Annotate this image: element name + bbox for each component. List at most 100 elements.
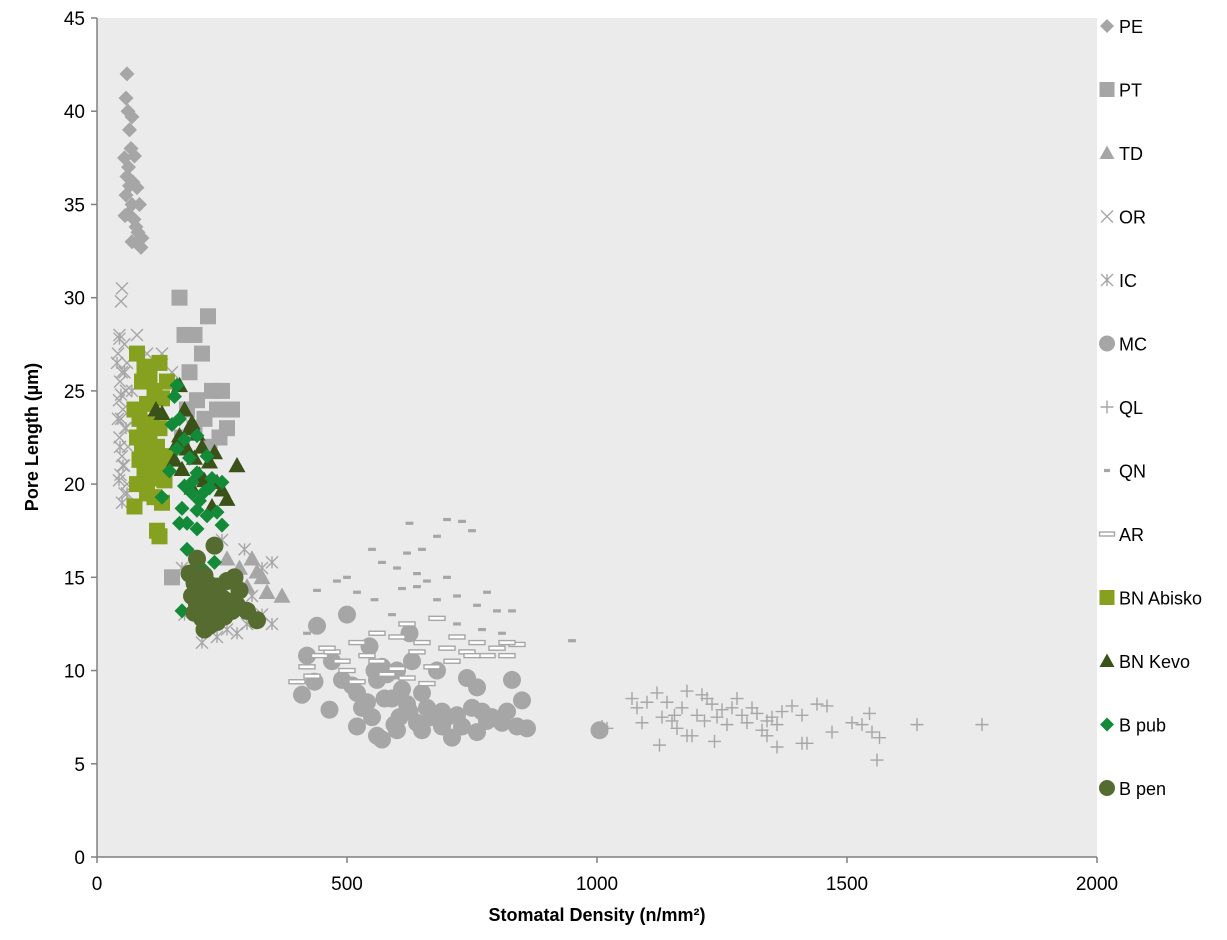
- point-ic: [113, 332, 126, 346]
- point-b-pub: [164, 416, 180, 432]
- point-qn: [568, 639, 576, 643]
- point-ql: [625, 692, 639, 706]
- point-ic: [112, 473, 126, 487]
- point-ql: [708, 734, 721, 748]
- point-ar: [478, 652, 496, 659]
- y-tick-label: 5: [74, 755, 85, 776]
- point-ql: [725, 701, 739, 715]
- point-ar: [498, 639, 516, 646]
- point-qn: [478, 627, 486, 632]
- point-ic: [111, 412, 125, 426]
- point-pe: [118, 187, 134, 203]
- point-b-pen: [228, 596, 246, 615]
- legend-marker-b-pen: [1099, 780, 1115, 796]
- point-mc: [358, 693, 376, 712]
- point-ql: [655, 710, 669, 724]
- legend-marker-pe: [1100, 19, 1114, 33]
- point-bn-abisko: [126, 498, 143, 515]
- point-ql: [870, 753, 884, 767]
- point-qn: [473, 603, 481, 607]
- point-mc: [348, 717, 366, 736]
- point-ar: [310, 652, 329, 659]
- point-qn: [443, 517, 451, 522]
- point-bn-kevo: [173, 460, 191, 476]
- point-mc: [363, 708, 381, 727]
- point-ql: [730, 692, 744, 706]
- point-b-pub: [162, 463, 177, 479]
- point-mc: [308, 616, 326, 635]
- legend-marker-ar: [1098, 531, 1116, 537]
- point-qn: [413, 572, 421, 576]
- point-mc: [393, 680, 411, 699]
- point-ql: [720, 718, 734, 732]
- point-ar: [348, 639, 366, 646]
- point-mc: [590, 721, 609, 740]
- point-ar: [498, 652, 516, 659]
- point-bn-abisko: [151, 354, 168, 371]
- point-ql: [785, 699, 799, 713]
- point-ar: [368, 658, 386, 664]
- point-pt: [194, 345, 210, 362]
- point-b-pen: [188, 549, 206, 568]
- axes: [91, 17, 1098, 863]
- point-ql: [810, 697, 824, 711]
- point-ic: [255, 561, 269, 575]
- legend-label: TD: [1119, 144, 1143, 164]
- point-b-pen: [248, 611, 266, 630]
- point-qn: [413, 585, 421, 589]
- y-tick-labels: 0 5 10 15 20 25 30 35 40 45: [64, 9, 85, 869]
- point-mc: [388, 721, 406, 740]
- point-ar: [468, 639, 486, 646]
- point-mc: [320, 700, 339, 719]
- point-ar: [388, 665, 406, 672]
- point-qn: [493, 609, 501, 613]
- point-pt: [211, 429, 228, 446]
- legend-label: MC: [1119, 335, 1147, 355]
- point-ar: [413, 639, 431, 646]
- point-ql: [660, 695, 674, 709]
- y-tick-label: 45: [64, 9, 85, 30]
- legend-marker-bn-abisko: [1099, 590, 1115, 605]
- point-ar: [303, 673, 321, 679]
- legend-marker-mc: [1099, 335, 1115, 352]
- point-mc: [413, 683, 431, 702]
- point-pe: [134, 230, 150, 246]
- point-ql: [715, 703, 729, 717]
- point-ar: [288, 679, 306, 685]
- point-pt: [186, 326, 203, 343]
- point-qn: [453, 622, 461, 626]
- point-ar: [438, 645, 456, 651]
- point-ar: [348, 679, 366, 685]
- point-qn: [303, 631, 311, 635]
- point-b-pub: [202, 480, 217, 496]
- point-ql: [770, 740, 784, 754]
- point-ic: [113, 440, 127, 454]
- point-b-pub: [189, 428, 205, 444]
- point-ic: [114, 388, 128, 402]
- legend-item-ql: QL: [1100, 398, 1143, 418]
- series-qn: [303, 517, 576, 643]
- x-tick-label: 0: [92, 874, 103, 895]
- point-ar: [338, 667, 356, 674]
- point-qn: [378, 560, 386, 565]
- point-bn-abisko: [139, 395, 155, 412]
- point-ic: [110, 356, 124, 370]
- point-b-pub: [177, 431, 192, 447]
- legend-label: QN: [1119, 462, 1146, 482]
- point-qn: [398, 586, 406, 591]
- point-mc: [403, 652, 421, 671]
- point-ql: [873, 731, 886, 745]
- series-ar: [288, 615, 526, 687]
- point-qn: [388, 613, 396, 617]
- point-bn-abisko: [129, 345, 145, 362]
- point-mc: [468, 678, 486, 697]
- point-ar: [368, 630, 386, 636]
- plot-background: [97, 18, 1097, 857]
- point-qn: [508, 609, 516, 613]
- point-pe: [121, 159, 136, 175]
- point-ql: [740, 716, 754, 730]
- legend-item-pt: PT: [1099, 81, 1142, 101]
- point-pt: [181, 364, 198, 381]
- point-ql: [680, 684, 694, 698]
- point-qn: [433, 598, 441, 602]
